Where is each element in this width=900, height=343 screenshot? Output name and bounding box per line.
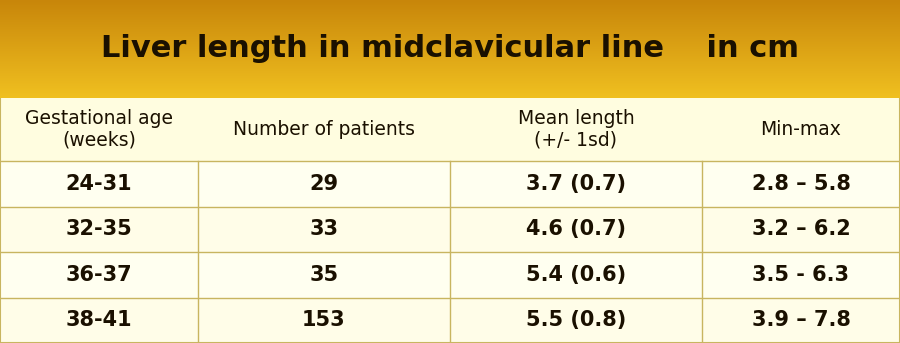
Text: 3.7 (0.7): 3.7 (0.7)	[526, 174, 626, 194]
Text: 24-31: 24-31	[66, 174, 132, 194]
Bar	[0, 161, 900, 206]
Text: Gestational age
(weeks): Gestational age (weeks)	[25, 109, 173, 150]
Text: 5.5 (0.8): 5.5 (0.8)	[526, 310, 626, 330]
Text: 4.6 (0.7): 4.6 (0.7)	[526, 220, 626, 239]
Text: 5.4 (0.6): 5.4 (0.6)	[526, 265, 626, 285]
Text: 153: 153	[302, 310, 346, 330]
Bar	[0, 297, 900, 343]
Text: 29: 29	[310, 174, 338, 194]
Text: Mean length
(+/- 1sd): Mean length (+/- 1sd)	[518, 109, 634, 150]
Text: 3.2 – 6.2: 3.2 – 6.2	[752, 220, 850, 239]
Text: 2.8 – 5.8: 2.8 – 5.8	[752, 174, 850, 194]
Text: 33: 33	[310, 220, 338, 239]
Text: Number of patients: Number of patients	[233, 120, 415, 139]
Text: 3.5 - 6.3: 3.5 - 6.3	[752, 265, 850, 285]
Bar	[0, 206, 900, 252]
Text: 32-35: 32-35	[66, 220, 132, 239]
Text: 3.9 – 7.8: 3.9 – 7.8	[752, 310, 850, 330]
Text: Liver length in midclavicular line    in cm: Liver length in midclavicular line in cm	[101, 34, 799, 63]
Text: 36-37: 36-37	[66, 265, 132, 285]
Bar	[0, 252, 900, 297]
Text: Min-max: Min-max	[760, 120, 842, 139]
Bar	[0, 98, 900, 161]
Text: 35: 35	[310, 265, 338, 285]
Text: 38-41: 38-41	[66, 310, 132, 330]
